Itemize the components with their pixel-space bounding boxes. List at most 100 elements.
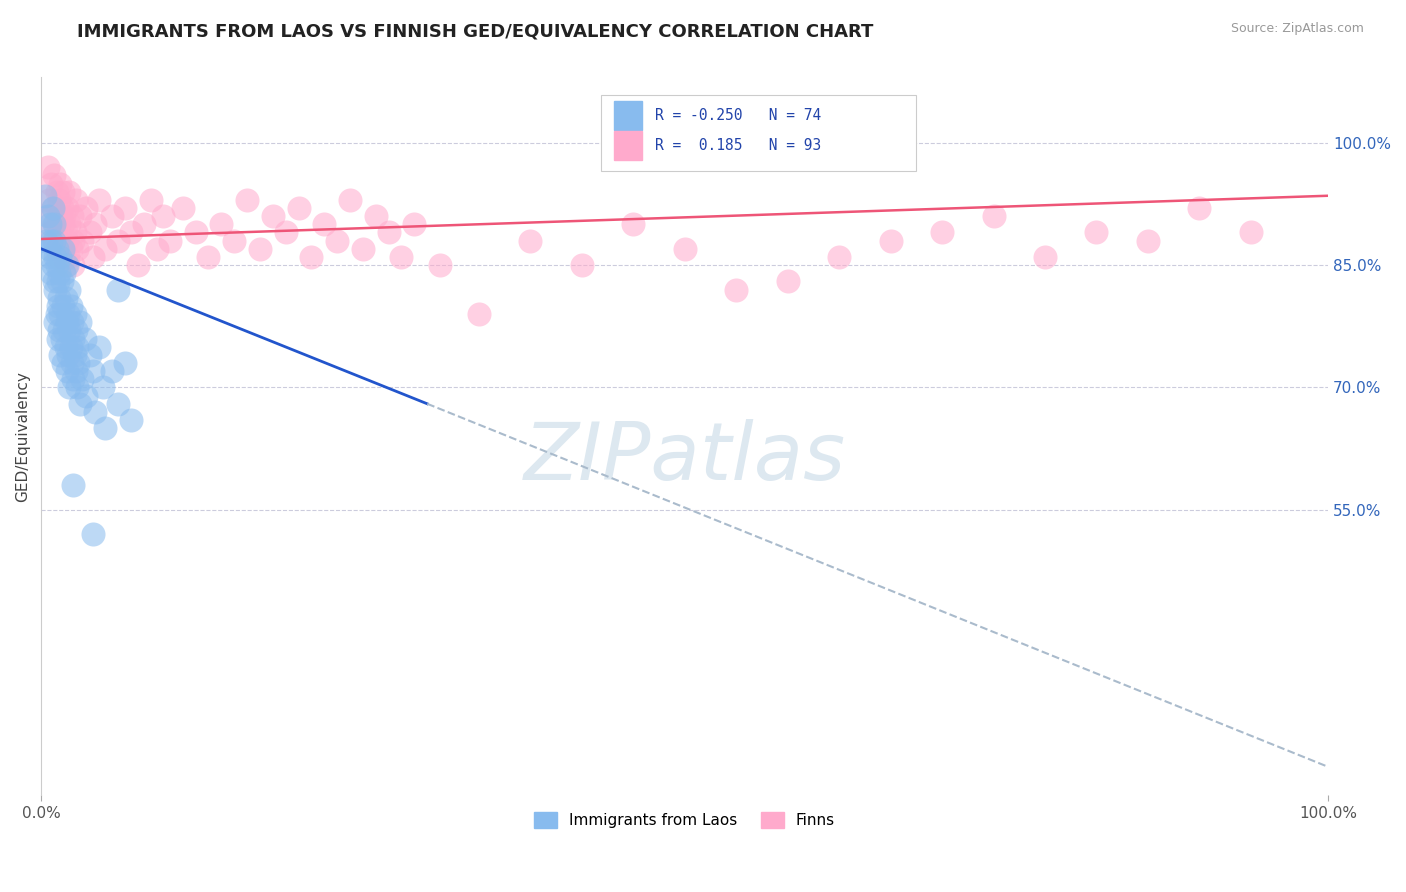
Point xyxy=(41,234,63,248)
Point xyxy=(56,348,79,362)
Point xyxy=(82,250,104,264)
Point xyxy=(84,217,107,231)
Point xyxy=(46,332,69,346)
Point xyxy=(571,258,593,272)
Point xyxy=(44,250,66,264)
Text: ZIPatlas: ZIPatlas xyxy=(523,419,845,497)
Point xyxy=(314,217,336,231)
Point xyxy=(38,193,60,207)
Point xyxy=(114,356,136,370)
Point xyxy=(326,234,349,248)
Point xyxy=(72,234,94,248)
Point xyxy=(287,201,309,215)
Point xyxy=(983,209,1005,223)
Point xyxy=(52,242,75,256)
Point xyxy=(58,217,80,231)
Point xyxy=(62,332,84,346)
Point xyxy=(51,201,73,215)
Point xyxy=(55,258,77,272)
Point xyxy=(34,188,56,202)
Point xyxy=(519,234,541,248)
Point xyxy=(42,169,65,183)
Point xyxy=(94,421,117,435)
Point xyxy=(84,405,107,419)
Point xyxy=(66,380,89,394)
Point xyxy=(224,234,246,248)
Point xyxy=(236,193,259,207)
Point xyxy=(51,274,73,288)
Point xyxy=(53,209,76,223)
Text: Source: ZipAtlas.com: Source: ZipAtlas.com xyxy=(1230,22,1364,36)
Point xyxy=(52,250,75,264)
Point xyxy=(56,258,79,272)
Point xyxy=(51,234,73,248)
Point xyxy=(52,217,75,231)
Point xyxy=(39,250,62,264)
Point xyxy=(197,250,219,264)
Point xyxy=(673,242,696,256)
Point xyxy=(1188,201,1211,215)
Point xyxy=(46,274,69,288)
Point xyxy=(53,266,76,280)
Point xyxy=(352,242,374,256)
Point xyxy=(49,307,72,321)
Point xyxy=(1033,250,1056,264)
Point xyxy=(60,209,83,223)
Point xyxy=(75,201,97,215)
Point xyxy=(1136,234,1159,248)
Point xyxy=(39,209,62,223)
Point xyxy=(69,209,91,223)
Point xyxy=(37,209,59,223)
Point xyxy=(67,356,90,370)
Point xyxy=(73,332,96,346)
Point xyxy=(146,242,169,256)
Point xyxy=(42,274,65,288)
Point xyxy=(1240,226,1263,240)
Point xyxy=(41,266,63,280)
Point xyxy=(45,307,67,321)
Point xyxy=(59,340,82,354)
Point xyxy=(55,226,77,240)
Point xyxy=(56,250,79,264)
Point xyxy=(59,242,82,256)
Point xyxy=(725,283,748,297)
Point xyxy=(87,193,110,207)
Point xyxy=(377,226,399,240)
Point xyxy=(127,258,149,272)
Point xyxy=(209,217,232,231)
Point xyxy=(339,193,361,207)
Point xyxy=(364,209,387,223)
Point xyxy=(49,177,72,191)
Point xyxy=(62,372,84,386)
Point xyxy=(107,283,129,297)
Point xyxy=(37,160,59,174)
Point xyxy=(53,242,76,256)
Point xyxy=(60,356,83,370)
Point xyxy=(58,185,80,199)
Bar xyxy=(614,131,643,160)
Point xyxy=(82,527,104,541)
Point xyxy=(101,209,124,223)
Point xyxy=(56,315,79,329)
Point xyxy=(429,258,451,272)
Point xyxy=(45,242,67,256)
Point xyxy=(38,242,60,256)
Point xyxy=(114,201,136,215)
Point xyxy=(65,193,87,207)
Point xyxy=(51,332,73,346)
Point xyxy=(44,315,66,329)
Point xyxy=(91,380,114,394)
Point xyxy=(66,242,89,256)
Point xyxy=(52,185,75,199)
Point xyxy=(41,226,63,240)
Point xyxy=(72,372,94,386)
Point xyxy=(79,226,101,240)
Point xyxy=(62,258,84,272)
Point xyxy=(41,258,63,272)
Point xyxy=(249,242,271,256)
Point xyxy=(45,185,67,199)
Point xyxy=(42,234,65,248)
Point xyxy=(48,266,70,280)
Point xyxy=(56,234,79,248)
Point xyxy=(48,193,70,207)
